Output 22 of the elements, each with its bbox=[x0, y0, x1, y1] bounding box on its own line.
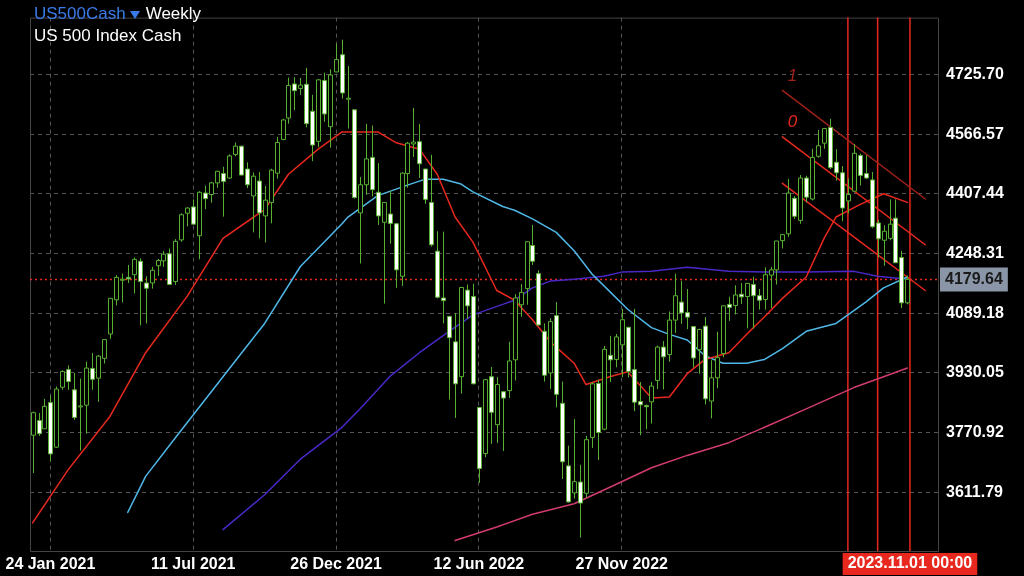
candlestick bbox=[816, 129, 821, 159]
x-tick-label: 26 Dec 2021 bbox=[290, 555, 382, 573]
x-tick-label: 11 Jul 2021 bbox=[150, 555, 236, 573]
y-tick-label: 3930.05 bbox=[946, 363, 1004, 381]
x-tick-label: 24 Jan 2021 bbox=[5, 555, 96, 573]
y-tick-label: 4407.44 bbox=[946, 184, 1004, 202]
annotation: 1 bbox=[787, 65, 798, 85]
annotation: 0 bbox=[787, 112, 798, 132]
y-tick-label: 4248.31 bbox=[946, 244, 1004, 262]
x-tick-label: 12 Jun 2022 bbox=[433, 555, 525, 573]
text: US 500 Index Cash bbox=[34, 25, 183, 47]
y-tick-label: 4566.57 bbox=[946, 124, 1004, 142]
ref-line-label: 4179.64 bbox=[945, 269, 1003, 287]
x-tick-label: 27 Nov 2022 bbox=[575, 555, 669, 573]
y-tick-label: 4089.18 bbox=[946, 303, 1004, 321]
y-tick-label: 4725.70 bbox=[946, 65, 1004, 83]
y-tick-label: 3611.79 bbox=[946, 482, 1004, 500]
candlestick bbox=[281, 118, 286, 141]
annotation: Weekly bbox=[145, 4, 202, 23]
ref-line-label: 2023.11.01 00:00 bbox=[847, 554, 973, 572]
y-tick-label: 3770.92 bbox=[946, 422, 1004, 440]
chart-title: US500Cash bbox=[34, 4, 126, 23]
